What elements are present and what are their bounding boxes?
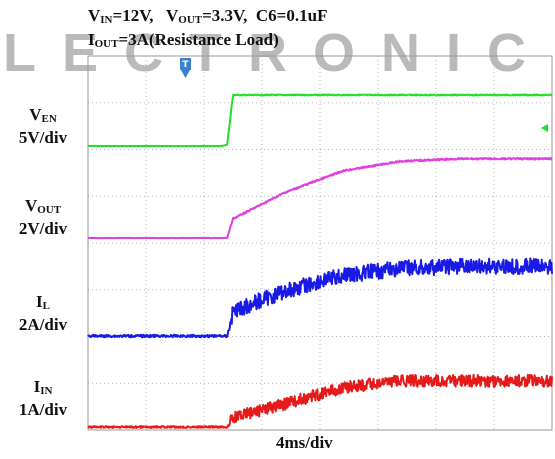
trace-il (87, 257, 553, 339)
level-arrow-icon (541, 124, 548, 132)
x-axis-label: 4ms/div (276, 433, 333, 452)
trace-iin (87, 373, 553, 429)
channel-label-vout: VOUT 2V/div (0, 195, 86, 239)
iin-symbol: I (33, 377, 41, 396)
watermark-text: LECTRONIC (3, 23, 552, 83)
trace-ven (87, 93, 553, 148)
vout-symbol: V (166, 6, 179, 25)
il-subscript: L (42, 300, 50, 312)
plot-traces (87, 93, 553, 429)
conditions-line-1: VIN=12V, VOUT=3.3V, C6=0.1uF (88, 7, 327, 26)
channel-label-il: IL 2A/div (0, 291, 86, 335)
vout-subscript: OUT (178, 14, 203, 26)
iout-subscript: OUT (94, 38, 119, 50)
iout-symbol: I (88, 30, 95, 49)
plot-markers: T (180, 58, 548, 132)
ven-scale: 5V/div (18, 127, 68, 147)
ven-symbol: V (29, 105, 42, 124)
plot-grid (87, 55, 553, 431)
vout-ch-symbol: V (24, 196, 38, 215)
iin-subscript: IN (40, 385, 53, 397)
vout-scale: 2V/div (18, 218, 68, 238)
plot-frame (87, 55, 553, 431)
il-symbol: I (36, 292, 43, 311)
conditions-line-2: IOUT=3A(Resistance Load) (88, 31, 279, 50)
vin-value: =12V, (112, 6, 154, 25)
vout-ch-subscript: OUT (37, 204, 62, 216)
il-scale: 2A/div (18, 314, 68, 334)
trace-vout (87, 157, 553, 240)
vout-value: =3.3V, (202, 6, 248, 25)
svg-text:T: T (182, 60, 189, 70)
trigger-marker-icon: T (180, 58, 191, 78)
cap-value: C6=0.1uF (255, 6, 328, 25)
vin-symbol: V (88, 6, 101, 25)
channel-label-ven: VEN 5V/div (0, 104, 86, 148)
vin-subscript: IN (100, 14, 113, 26)
iin-scale: 1A/div (18, 399, 68, 419)
ven-subscript: EN (41, 113, 57, 125)
iout-value: =3A(Resistance Load) (118, 30, 279, 49)
channel-label-iin: IIN 1A/div (0, 376, 86, 420)
